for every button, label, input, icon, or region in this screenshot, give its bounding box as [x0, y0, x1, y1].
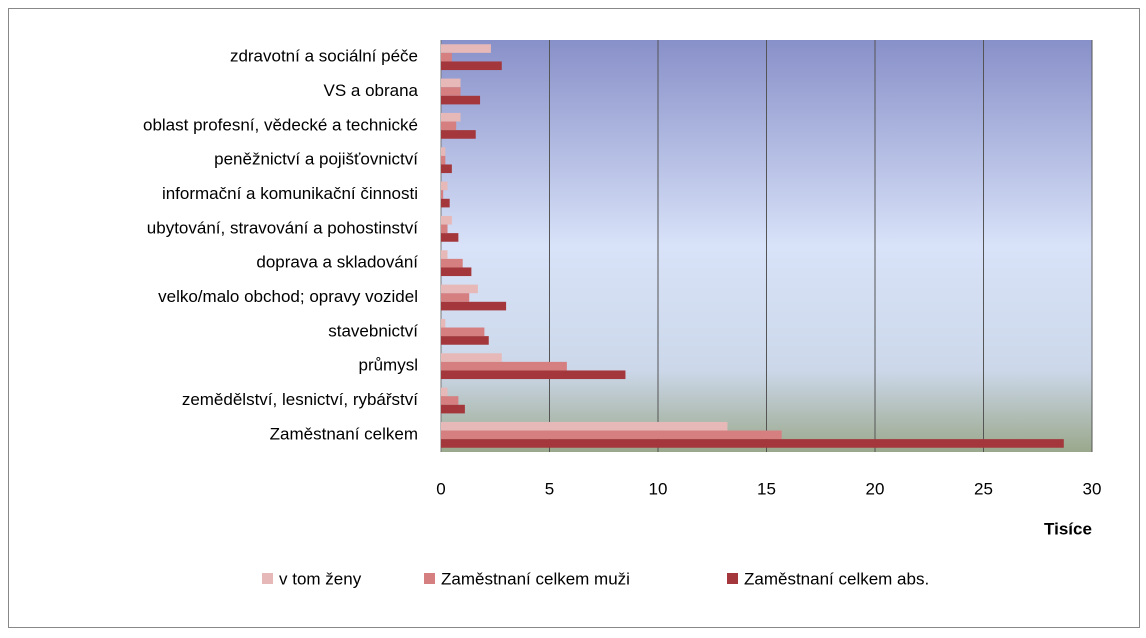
bar	[441, 404, 465, 414]
bar	[441, 258, 463, 268]
bar	[441, 112, 461, 122]
bar	[441, 61, 502, 71]
x-tick-label: 15	[757, 479, 776, 498]
y-tick-label: VS a obrana	[323, 81, 418, 100]
bar	[441, 361, 567, 371]
x-tick-label: 25	[974, 479, 993, 498]
y-tick-label: průmysl	[358, 356, 418, 375]
bar	[441, 250, 448, 259]
bar	[441, 336, 489, 345]
bar	[441, 95, 481, 105]
legend-swatch	[424, 573, 435, 584]
x-tick-label: 30	[1083, 479, 1102, 498]
y-tick-label: velko/malo obchod; opravy vozidel	[158, 287, 418, 306]
bar	[441, 318, 446, 328]
y-tick-label: Zaměstnaní celkem	[270, 424, 418, 443]
bar	[441, 215, 452, 225]
bar	[441, 181, 448, 191]
x-tick-label: 20	[866, 479, 885, 498]
bar	[441, 370, 626, 380]
bar	[441, 327, 485, 337]
bar	[441, 87, 461, 96]
y-tick-label: zdravotní a sociální péče	[230, 47, 418, 66]
bar	[441, 430, 782, 440]
bar	[441, 224, 448, 234]
legend-label: v tom ženy	[279, 569, 362, 588]
bar	[441, 293, 470, 302]
bar	[441, 284, 478, 294]
x-tick-label: 10	[649, 479, 668, 498]
legend-label: Zaměstnaní celkem abs.	[744, 569, 929, 588]
bar	[441, 78, 461, 88]
x-tick-label: 0	[436, 479, 445, 498]
bar	[441, 198, 450, 208]
y-tick-label: oblast profesní, vědecké a technické	[143, 115, 418, 134]
bar	[441, 155, 446, 165]
bar	[441, 396, 459, 405]
x-tick-label: 5	[545, 479, 554, 498]
bar	[441, 387, 448, 397]
bar	[441, 353, 502, 362]
bar	[441, 267, 472, 277]
legend-swatch	[262, 573, 273, 584]
bar	[441, 190, 444, 199]
x-axis-label: Tisíce	[1044, 519, 1092, 538]
y-tick-label: doprava a skladování	[256, 253, 418, 272]
bar	[441, 130, 476, 139]
legend-swatch	[727, 573, 738, 584]
y-tick-label: peněžnictví a pojišťovnictví	[214, 150, 418, 169]
y-tick-label: zemědělství, lesnictví, rybářství	[182, 390, 418, 409]
bar	[441, 164, 452, 174]
bar	[441, 421, 728, 431]
bar	[441, 301, 507, 311]
y-tick-label: informační a komunikační činnosti	[162, 184, 418, 203]
bar	[441, 121, 457, 131]
bar	[441, 439, 1064, 448]
bar	[441, 147, 446, 156]
bar	[441, 52, 452, 62]
y-tick-label: ubytování, stravování a pohostinství	[147, 218, 418, 237]
bar	[441, 44, 491, 53]
y-tick-label: stavebnictví	[328, 321, 418, 340]
bar	[441, 233, 459, 242]
legend-label: Zaměstnaní celkem muži	[441, 569, 630, 588]
